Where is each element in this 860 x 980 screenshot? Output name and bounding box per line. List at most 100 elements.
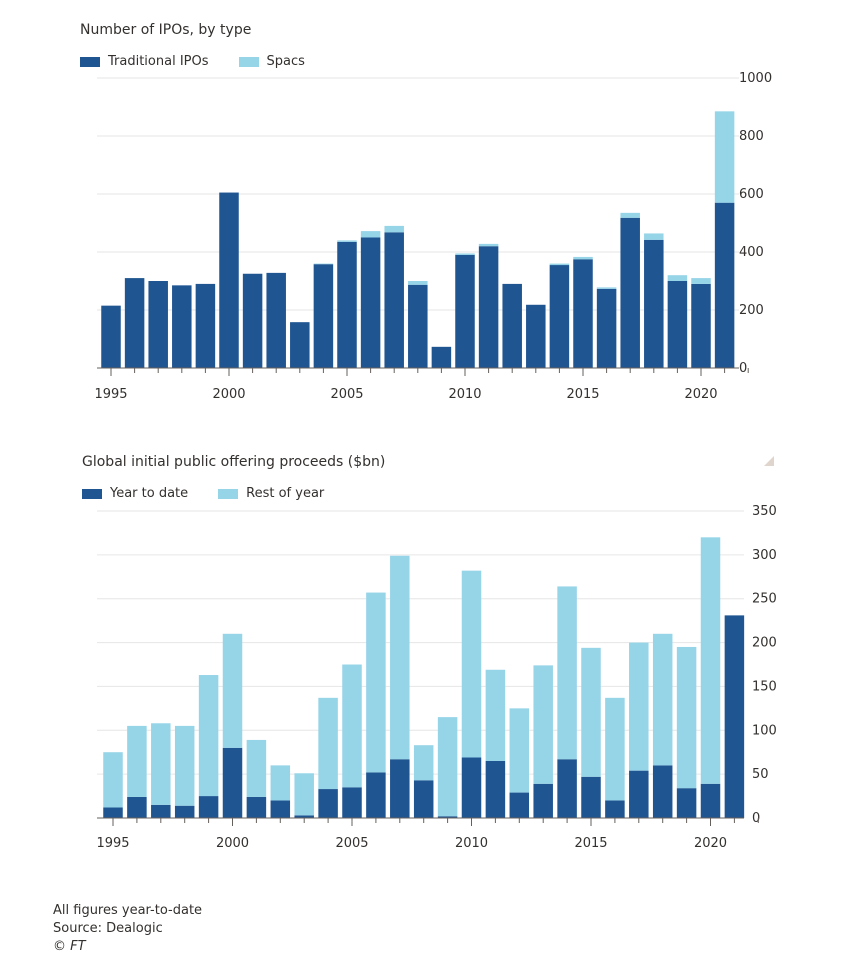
bar-dark-2011 <box>478 246 499 368</box>
bar-dark-2014 <box>557 759 577 818</box>
chart1-plot: 0 200 400 600 800 1000 1995 2000 2005 2010 2015 202… <box>94 71 772 402</box>
bar-light-1996 <box>127 725 147 797</box>
bar-dark-2013 <box>533 783 553 818</box>
bar-light-2021 <box>714 111 735 203</box>
bar-light-2011 <box>478 243 499 247</box>
bar-dark-2001 <box>242 273 263 368</box>
legend-label: Spacs <box>266 54 305 69</box>
bar-dark-2007 <box>390 759 410 818</box>
y-tick-label: 100 <box>752 723 777 738</box>
bar-dark-2019 <box>667 281 688 368</box>
legend-swatch-light <box>238 56 259 67</box>
footnote-source: Source: Dealogic <box>53 921 163 936</box>
bar-dark-2020 <box>691 283 711 368</box>
bar-light-2007 <box>390 555 410 760</box>
y-tick-label: 50 <box>752 767 769 782</box>
bar-light-2008 <box>408 281 428 285</box>
bar-dark-1996 <box>124 278 145 368</box>
bar-dark-1995 <box>103 807 123 818</box>
bar-light-2019 <box>667 275 688 281</box>
bar-dark-2021 <box>724 615 745 818</box>
bar-light-2005 <box>337 240 357 242</box>
bar-light-2010 <box>455 253 475 255</box>
bar-dark-2000 <box>219 192 239 368</box>
bar-dark-2014 <box>549 265 570 368</box>
legend-swatch-light <box>218 488 239 499</box>
bar-dark-1997 <box>148 281 168 368</box>
y-tick-label: 350 <box>752 504 777 519</box>
bar-dark-2010 <box>455 254 475 368</box>
bar-light-2017 <box>620 212 640 218</box>
bar-dark-2017 <box>629 770 649 818</box>
bar-light-1998 <box>174 725 195 806</box>
bar-dark-1999 <box>198 796 219 818</box>
bar-light-2004 <box>318 697 338 790</box>
bar-dark-2008 <box>413 780 434 818</box>
bar-dark-2018 <box>644 239 664 368</box>
y-tick-label: 0 <box>752 811 760 826</box>
bar-light-2014 <box>557 586 577 760</box>
footnotes: All figures year-to-date Source: Dealogi… <box>53 902 202 956</box>
legend-label: Traditional IPOs <box>108 54 209 69</box>
legend-item-spacs: Spacs <box>238 54 305 69</box>
y-tick-label: 0 <box>739 361 747 376</box>
bar-dark-2004 <box>313 264 334 368</box>
legend-swatch-dark <box>82 488 102 499</box>
x-tick-label: 2005 <box>335 836 368 851</box>
bar-dark-2012 <box>502 283 522 368</box>
chart2-legend: Year to date Rest of year <box>82 486 354 501</box>
bar-dark-2015 <box>573 259 593 368</box>
bar-dark-2000 <box>222 747 243 818</box>
y-tick-label: 200 <box>739 303 764 318</box>
bar-light-2014 <box>549 263 570 266</box>
y-tick-label: 600 <box>739 187 764 202</box>
bar-dark-2020 <box>700 783 721 818</box>
chart1-legend: Traditional IPOs Spacs <box>80 54 335 69</box>
bar-dark-1997 <box>151 804 171 818</box>
bar-light-2007 <box>384 225 404 233</box>
bar-dark-2012 <box>509 792 530 818</box>
legend-item-year-to-date: Year to date <box>82 486 188 501</box>
bar-light-2009 <box>437 717 458 817</box>
y-tick-label: 150 <box>752 679 777 694</box>
bar-light-2019 <box>676 646 697 789</box>
bar-light-1999 <box>198 675 219 797</box>
x-tick-label: 2010 <box>448 387 481 402</box>
bar-dark-1999 <box>195 283 216 368</box>
bar-dark-2008 <box>408 284 428 368</box>
bar-dark-2021 <box>714 202 735 368</box>
bar-light-2016 <box>605 697 625 801</box>
bar-dark-2005 <box>337 241 357 368</box>
bar-light-2005 <box>342 664 362 788</box>
y-tick-label: 200 <box>752 636 777 651</box>
x-tick-label: 2005 <box>330 387 363 402</box>
bar-light-2012 <box>509 708 530 793</box>
legend-label: Rest of year <box>246 486 325 501</box>
x-tick-label: 2010 <box>455 836 488 851</box>
y-tick-label: 400 <box>739 245 764 260</box>
bar-dark-2006 <box>366 772 386 818</box>
bar-light-2013 <box>533 665 553 784</box>
bar-dark-1995 <box>101 305 121 368</box>
bar-light-1997 <box>151 723 171 805</box>
x-tick-label: 2000 <box>216 836 249 851</box>
bar-light-2015 <box>581 647 601 777</box>
bar-light-2003 <box>294 773 314 816</box>
y-tick-label: 1000 <box>739 71 772 86</box>
bar-light-2017 <box>629 642 649 771</box>
bar-light-2008 <box>413 745 434 781</box>
legend-label: Year to date <box>110 486 189 501</box>
bar-light-2011 <box>485 669 506 761</box>
bar-light-2000 <box>222 633 243 748</box>
y-tick-label: 250 <box>752 592 777 607</box>
bar-dark-2007 <box>384 232 404 368</box>
bar-light-1995 <box>103 752 123 808</box>
bar-light-2010 <box>461 570 482 758</box>
bar-dark-2002 <box>266 272 286 368</box>
bar-dark-2005 <box>342 787 362 818</box>
bar-light-2016 <box>596 287 617 289</box>
bar-light-2004 <box>313 263 334 265</box>
legend-swatch-dark <box>80 56 100 67</box>
y-tick-label: 300 <box>752 548 777 563</box>
bar-dark-2006 <box>360 237 381 368</box>
